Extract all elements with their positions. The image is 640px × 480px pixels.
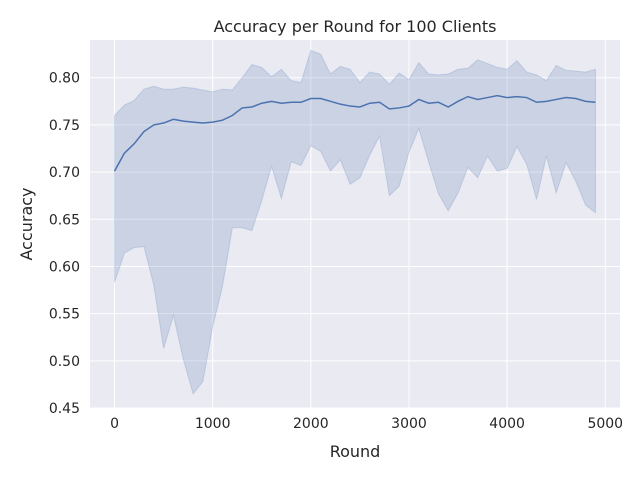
x-tick-label: 3000 [391,416,427,432]
y-tick-label: 0.60 [49,259,80,275]
x-tick-label: 5000 [587,416,623,432]
y-axis-label: Accuracy [17,187,36,260]
confidence-band [114,49,596,395]
y-tick-label: 0.45 [49,401,80,417]
y-tick-label: 0.80 [49,71,80,87]
x-tick-label: 0 [110,416,119,432]
y-tick-labels: 0.45 0.50 0.55 0.60 0.65 0.70 0.75 0.80 [49,71,80,417]
chart-title: Accuracy per Round for 100 Clients [214,17,497,36]
x-tick-labels: 0 1000 2000 3000 4000 5000 [110,416,623,432]
x-tick-label: 2000 [293,416,329,432]
x-tick-label: 1000 [195,416,231,432]
x-axis-label: Round [330,442,381,461]
mean-accuracy-line [113,94,596,172]
x-tick-label: 4000 [489,416,525,432]
y-tick-label: 0.65 [49,212,80,228]
grid-lines [90,40,620,409]
y-tick-label: 0.70 [49,165,80,181]
y-tick-label: 0.55 [49,307,80,323]
y-tick-label: 0.50 [49,354,80,370]
plot-background [90,40,620,408]
y-tick-label: 0.75 [49,118,80,134]
